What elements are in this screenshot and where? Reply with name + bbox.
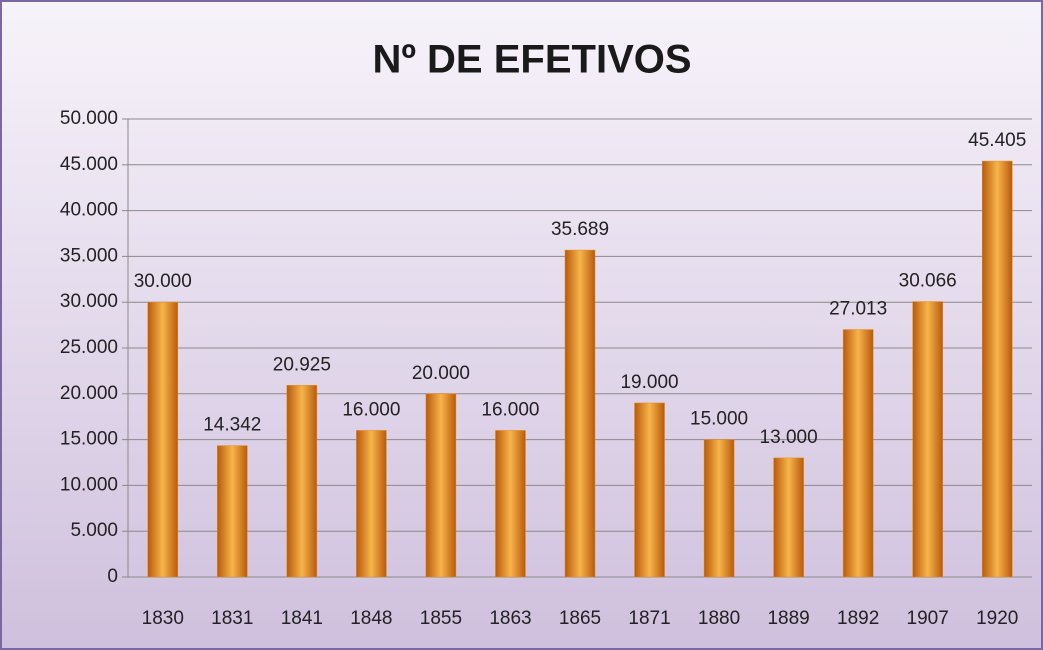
x-tick-label: 1880 [698, 608, 740, 629]
x-tick-label: 1841 [281, 608, 323, 629]
data-label: 30.000 [134, 271, 192, 292]
y-tick-label: 50.000 [60, 108, 118, 129]
x-tick-label: 1830 [142, 608, 184, 629]
chart-title: Nº DE EFETIVOS [372, 38, 691, 82]
bar [495, 430, 526, 578]
bar [286, 385, 318, 578]
data-label: 30.066 [899, 271, 957, 292]
data-label: 27.013 [829, 299, 887, 320]
y-tick-label: 25.000 [60, 337, 118, 358]
y-tick-label: 20.000 [60, 383, 118, 404]
data-label: 20.000 [412, 363, 470, 384]
bar [912, 301, 943, 578]
bar [425, 393, 457, 578]
bar [356, 430, 387, 578]
bar [773, 457, 804, 578]
data-label: 45.405 [968, 130, 1026, 151]
data-label: 16.000 [481, 399, 539, 420]
y-tick-label: 10.000 [60, 474, 118, 495]
y-tick-label: 0 [107, 566, 118, 587]
bar [147, 301, 179, 578]
x-tick-label: 1831 [211, 608, 253, 629]
bar [564, 249, 596, 578]
bar [634, 402, 665, 578]
x-tick-label: 1855 [420, 608, 462, 629]
x-tick-label: 1889 [767, 608, 809, 629]
y-tick-label: 40.000 [60, 200, 118, 221]
data-label: 13.000 [760, 427, 818, 448]
y-tick-label: 15.000 [60, 429, 118, 450]
data-label: 15.000 [690, 409, 748, 430]
data-label: 20.925 [273, 354, 331, 375]
y-tick-label: 45.000 [60, 154, 118, 175]
y-tick-label: 30.000 [60, 291, 118, 312]
x-tick-label: 1892 [837, 608, 879, 629]
data-label: 14.342 [203, 415, 261, 436]
x-tick-label: 1920 [976, 608, 1018, 629]
x-tick-label: 1865 [559, 608, 601, 629]
x-tick-label: 1871 [628, 608, 670, 629]
x-tick-label: 1907 [907, 608, 949, 629]
bar [217, 445, 248, 578]
y-tick-label: 35.000 [60, 245, 118, 266]
y-tick-label: 5.000 [70, 520, 118, 541]
bar [842, 329, 874, 578]
data-label: 16.000 [342, 399, 400, 420]
data-label: 19.000 [620, 372, 678, 393]
bar [703, 439, 735, 578]
x-tick-label: 1848 [350, 608, 392, 629]
x-tick-label: 1863 [489, 608, 531, 629]
data-label: 35.689 [551, 219, 609, 240]
bar [981, 160, 1013, 578]
